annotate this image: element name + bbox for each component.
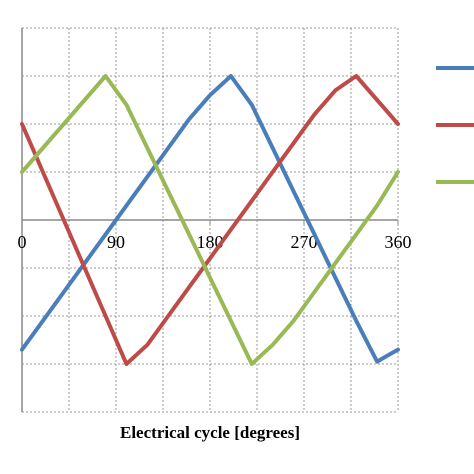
x-tick-label: 90 bbox=[107, 232, 125, 252]
x-tick-label: 360 bbox=[385, 232, 412, 252]
series-line bbox=[20, 74, 400, 364]
x-tick-label: 0 bbox=[18, 232, 27, 252]
x-tick-label: 270 bbox=[291, 232, 318, 252]
series-line bbox=[20, 74, 400, 366]
series-line bbox=[20, 74, 400, 366]
x-axis-title: Electrical cycle [degrees] bbox=[120, 423, 300, 442]
